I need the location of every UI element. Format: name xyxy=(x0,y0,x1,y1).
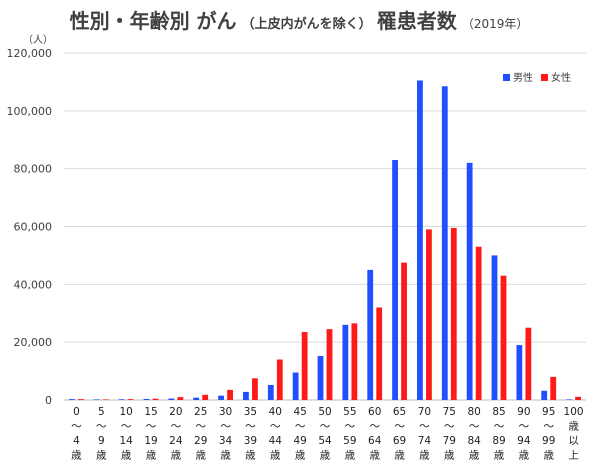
chart-title-main: 性別・年齢別 がん xyxy=(70,9,237,33)
x-tick-label: 10 ～ 14 歳 xyxy=(119,406,133,462)
y-tick-label: 80,000 xyxy=(14,163,53,176)
bar-female xyxy=(500,275,507,400)
bar-female xyxy=(202,394,209,400)
y-tick-label: 20,000 xyxy=(14,336,53,349)
legend-swatch-male xyxy=(503,74,510,81)
bar-female xyxy=(252,378,258,400)
x-tick-label: 50 ～ 54 歳 xyxy=(318,406,332,462)
chart-title-year: （2019年） xyxy=(462,17,529,31)
bar-male xyxy=(466,162,473,400)
bar-female xyxy=(301,332,308,400)
x-tick-label: 15 ～ 19 歳 xyxy=(144,406,157,462)
bar-male xyxy=(118,399,125,400)
bar-male xyxy=(93,399,100,400)
bar-female xyxy=(127,399,134,400)
chart-title-tail: 罹患者数 xyxy=(377,9,458,33)
x-tick-label: 30 ～ 34 歳 xyxy=(219,406,233,462)
bar-male xyxy=(392,159,398,400)
x-tick-label: 20 ～ 24 歳 xyxy=(169,406,183,462)
y-tick-label: 120,000 xyxy=(7,47,53,60)
bar-male xyxy=(516,345,523,400)
bar-male xyxy=(317,356,324,400)
bar-female xyxy=(102,399,109,400)
bar-female xyxy=(78,399,84,400)
x-tick-label: 80 ～ 84 歳 xyxy=(467,406,481,462)
bar-female xyxy=(475,246,482,400)
x-tick-label: 55 ～ 59 歳 xyxy=(343,406,356,462)
y-tick-label: 40,000 xyxy=(14,278,53,291)
bar-male xyxy=(193,397,200,400)
legend-label-male: 男性 xyxy=(513,71,533,84)
bar-female xyxy=(376,307,383,400)
x-tick-label: 40 ～ 44 歳 xyxy=(269,406,283,462)
legend-swatch-female xyxy=(541,74,548,81)
bar-male xyxy=(218,395,224,400)
bar-male xyxy=(267,384,274,400)
bar-female xyxy=(276,359,283,400)
bar-female xyxy=(326,329,333,400)
bar-female xyxy=(575,396,581,400)
gridlines xyxy=(64,52,586,401)
bar-male xyxy=(417,80,423,400)
bar-male xyxy=(243,391,249,400)
x-tick-label: 100 歳以上 xyxy=(564,406,584,462)
x-tick-label: 35 ～ 39 歳 xyxy=(244,406,257,462)
bar-female xyxy=(227,389,233,400)
x-tick-label: 0 ～ 4 歳 xyxy=(71,406,82,462)
x-axis-ticks: 0 ～ 4 歳 5 ～ 9 歳 10 ～ 14 歳 15 ～ 19 歳 20 ～ 24 歳 25 ～ 29 歳 30 ～ 34 歳 35… xyxy=(71,406,583,462)
bar-female xyxy=(426,229,432,400)
bar-female xyxy=(401,262,407,400)
legend-label-female: 女性 xyxy=(551,71,571,84)
bar-male xyxy=(342,324,349,400)
bar-female xyxy=(351,323,358,400)
bar-female xyxy=(177,397,184,400)
x-tick-label: 70 ～ 74 歳 xyxy=(418,406,432,462)
bar-male xyxy=(292,372,299,400)
x-tick-label: 25 ～ 29 歳 xyxy=(194,406,207,462)
x-tick-label: 60 ～ 64 歳 xyxy=(368,406,382,462)
x-tick-label: 5 ～ 9 歳 xyxy=(96,406,107,462)
bar-female xyxy=(152,398,159,400)
y-tick-label: 0 xyxy=(45,394,52,407)
bars xyxy=(69,80,581,401)
chart-title: 性別・年齢別 がん （上皮内がんを除く） 罹患者数 （2019年） xyxy=(70,9,529,33)
y-axis-ticks: 0 20,000 40,000 60,000 80,000 100,000 120,000 xyxy=(7,47,53,407)
bar-male xyxy=(143,398,150,400)
x-tick-label: 75 ～ 79 歳 xyxy=(443,406,456,462)
y-tick-label: 60,000 xyxy=(14,221,53,234)
legend: 男性 女性 xyxy=(503,71,571,84)
x-tick-label: 65 ～ 69 歳 xyxy=(393,406,406,462)
bar-male xyxy=(566,399,572,400)
bar-female xyxy=(525,327,532,400)
bar-male xyxy=(69,399,75,400)
x-tick-label: 85 ～ 89 歳 xyxy=(492,406,505,462)
bar-male xyxy=(441,86,448,400)
bar-male xyxy=(367,269,374,401)
y-axis-unit-label: （人） xyxy=(23,34,53,46)
bar-female xyxy=(450,227,457,400)
x-tick-label: 90 ～ 94 歳 xyxy=(517,406,531,462)
y-tick-label: 100,000 xyxy=(7,105,53,118)
bar-male xyxy=(541,390,548,400)
bar-female xyxy=(550,376,557,400)
x-tick-label: 95 ～ 99 歳 xyxy=(542,406,555,462)
chart-title-paren: （上皮内がんを除く） xyxy=(242,16,372,32)
x-tick-label: 45 ～ 49 歳 xyxy=(293,406,306,462)
bar-male xyxy=(168,398,175,400)
bar-male xyxy=(491,255,498,400)
